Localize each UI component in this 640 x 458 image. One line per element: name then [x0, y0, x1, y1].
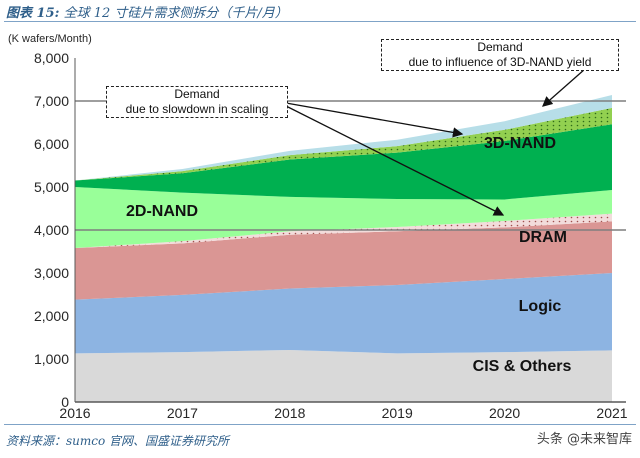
arrow-to-dram-slowdown: [285, 105, 505, 216]
y-tick-label: 2,000: [34, 308, 69, 324]
annotation-scaling-line1: Demand: [174, 87, 220, 101]
annotation-yield-line1: Demand: [477, 40, 523, 54]
area-dram-slowdown: [75, 213, 612, 249]
area-logic: [75, 273, 612, 354]
source-note: 资料来源：sumco 官网、国盛证券研究所: [6, 434, 230, 448]
x-tick-label: 2019: [382, 405, 413, 421]
x-tick-label: 2018: [274, 405, 305, 421]
arrow-to-3dnand-yield: [542, 68, 586, 107]
area-cis-others: [75, 349, 612, 402]
y-tick-label: 3,000: [34, 265, 69, 281]
y-tick-label: 6,000: [34, 136, 69, 152]
arrow-to-3dnand-area: [285, 102, 464, 138]
figure-title: 图表 15: 全球 12 寸硅片需求侧拆分（千片/月）: [6, 2, 288, 21]
label-logic: Logic: [519, 298, 562, 315]
title-divider: [4, 21, 636, 22]
x-tick-label: 2020: [489, 405, 520, 421]
annotation-scaling-slowdown: Demand due to slowdown in scaling: [106, 86, 288, 118]
x-tick-label: 2016: [59, 405, 90, 421]
x-tick-label: 2021: [596, 405, 627, 421]
y-tick-label: 5,000: [34, 179, 69, 195]
y-tick-label: 7,000: [34, 93, 69, 109]
label-2d-nand: 2D-NAND: [126, 203, 198, 220]
label-3d-nand: 3D-NAND: [484, 135, 556, 152]
area-dram: [75, 221, 612, 300]
y-tick-label: 0: [61, 394, 69, 410]
y-tick-label: 4,000: [34, 222, 69, 238]
annotation-scaling-line2: due to slowdown in scaling: [125, 102, 269, 116]
area-3d-nand: [75, 124, 612, 200]
footer-divider: [4, 424, 636, 425]
watermark: 头条 @未来智库: [536, 432, 632, 447]
annotation-3dnand-yield: Demand due to influence of 3D-NAND yield: [381, 39, 619, 71]
x-tick-label: 2017: [167, 405, 198, 421]
figure-label: 图表 15:: [6, 6, 60, 21]
label-cis-others: CIS & Others: [473, 358, 572, 375]
y-tick-label: 1,000: [34, 351, 69, 367]
figure-title-text: 全球 12 寸硅片需求侧拆分（千片/月）: [63, 6, 288, 21]
label-dram: DRAM: [519, 229, 567, 246]
y-tick-label: 8,000: [34, 50, 69, 66]
y-unit-label: (K wafers/Month): [8, 33, 92, 45]
annotation-yield-line2: due to influence of 3D-NAND yield: [408, 55, 592, 69]
